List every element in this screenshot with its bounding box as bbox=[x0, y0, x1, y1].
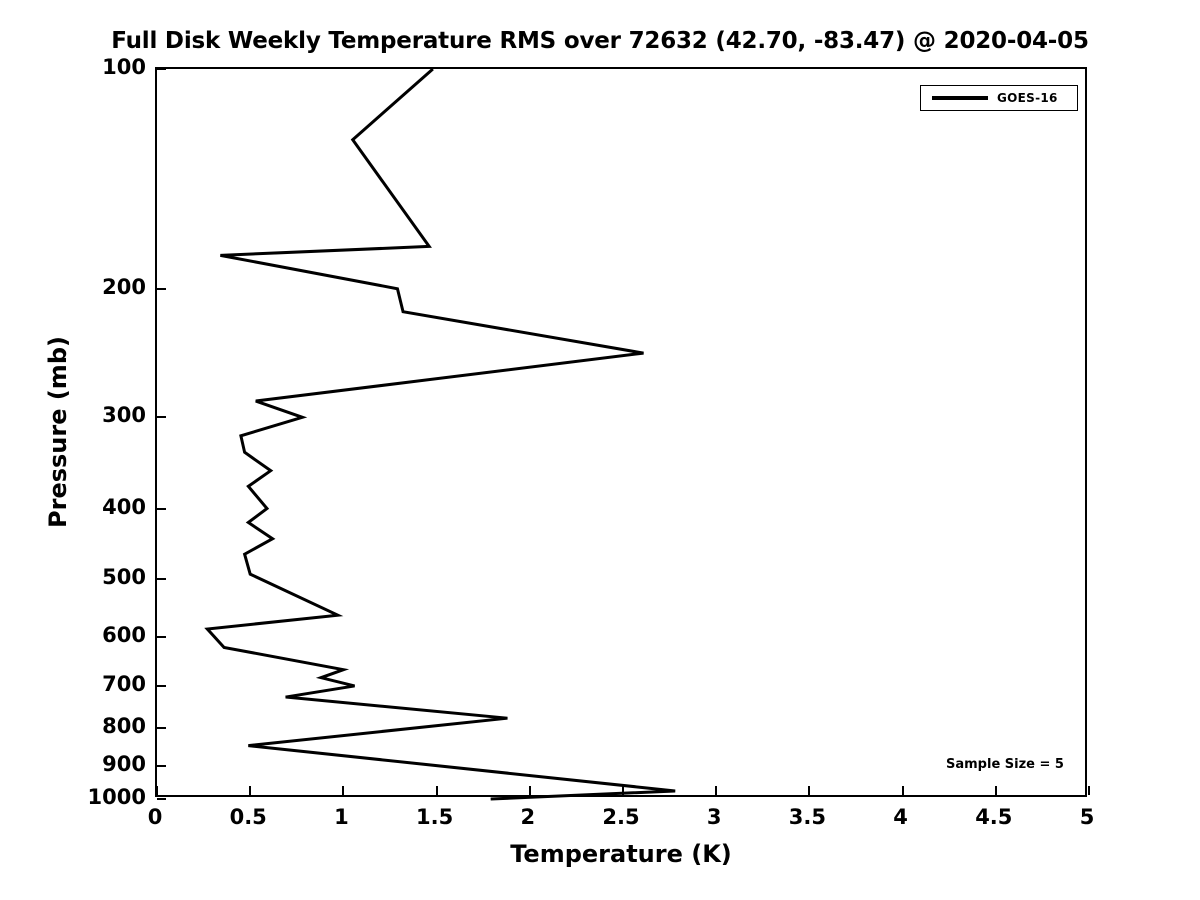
y-tick-label: 500 bbox=[102, 565, 146, 590]
x-tick-mark bbox=[435, 786, 438, 795]
x-tick-mark bbox=[342, 786, 345, 795]
x-tick-label: 4.5 bbox=[975, 805, 1013, 829]
y-axis-label: Pressure (mb) bbox=[44, 336, 72, 528]
y-tick-mark bbox=[157, 764, 166, 767]
y-tick-mark bbox=[157, 636, 166, 639]
y-tick-label: 1000 bbox=[87, 785, 146, 809]
x-tick-mark bbox=[901, 786, 904, 795]
y-tick-mark bbox=[157, 798, 166, 800]
x-axis-tick-labels: 0 0.5 1 1.5 2 2.5 3 3.5 4 4.5 5 bbox=[0, 805, 1200, 845]
legend: GOES-16 bbox=[920, 85, 1078, 111]
x-tick-label: 4 bbox=[893, 805, 908, 829]
x-tick-label: 2.5 bbox=[602, 805, 640, 829]
x-tick-mark bbox=[528, 786, 531, 795]
x-tick-mark bbox=[715, 786, 718, 795]
y-tick-mark bbox=[157, 416, 166, 419]
x-tick-mark bbox=[622, 786, 624, 795]
x-tick-mark bbox=[249, 786, 252, 795]
x-tick-mark bbox=[156, 786, 158, 795]
y-tick-label: 900 bbox=[102, 751, 146, 776]
y-axis-tick-labels: 100 200 300 400 500 600 700 800 900 1000 bbox=[0, 0, 146, 900]
x-tick-label: 1.5 bbox=[415, 805, 454, 829]
sample-size-annotation: Sample Size = 5 bbox=[946, 757, 1064, 772]
page-title: Full Disk Weekly Temperature RMS over 72… bbox=[111, 28, 1089, 54]
x-tick-mark bbox=[808, 786, 811, 795]
x-tick-mark bbox=[994, 786, 997, 795]
y-tick-mark bbox=[157, 684, 166, 687]
x-tick-mark bbox=[1088, 786, 1090, 795]
x-axis-label: Temperature (K) bbox=[510, 840, 732, 868]
y-tick-label: 700 bbox=[102, 671, 146, 696]
y-tick-label: 400 bbox=[102, 494, 146, 519]
x-tick-label: 1 bbox=[334, 805, 349, 829]
legend-item-label: GOES-16 bbox=[997, 91, 1058, 105]
x-tick-label: 0.5 bbox=[229, 805, 267, 829]
y-tick-mark bbox=[157, 727, 166, 730]
x-tick-label: 2 bbox=[520, 805, 536, 829]
y-tick-label: 800 bbox=[102, 714, 146, 739]
y-tick-label: 100 bbox=[102, 55, 146, 79]
data-series-svg bbox=[204, 67, 676, 801]
x-tick-label: 3 bbox=[706, 805, 722, 829]
y-tick-label: 200 bbox=[102, 274, 146, 299]
y-tick-mark bbox=[157, 578, 166, 581]
data-line-goes-16 bbox=[204, 67, 676, 801]
y-tick-mark bbox=[157, 287, 166, 290]
x-tick-label: 0 bbox=[147, 805, 163, 829]
y-tick-label: 300 bbox=[102, 403, 146, 428]
legend-line-swatch bbox=[932, 96, 988, 100]
y-tick-mark bbox=[157, 507, 166, 510]
x-tick-label: 3.5 bbox=[788, 805, 826, 829]
y-tick-label: 600 bbox=[102, 623, 146, 648]
plot-area bbox=[155, 67, 1090, 801]
y-tick-mark bbox=[157, 68, 166, 70]
x-tick-label: 5 bbox=[1079, 805, 1095, 829]
